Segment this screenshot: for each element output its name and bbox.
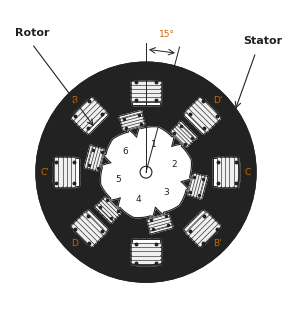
Polygon shape bbox=[54, 157, 75, 187]
Text: B: B bbox=[71, 96, 77, 105]
Polygon shape bbox=[71, 212, 106, 248]
Polygon shape bbox=[119, 110, 142, 119]
Polygon shape bbox=[131, 80, 161, 101]
Polygon shape bbox=[150, 214, 169, 231]
Polygon shape bbox=[150, 226, 173, 234]
Polygon shape bbox=[74, 215, 103, 244]
Polygon shape bbox=[213, 158, 217, 186]
Polygon shape bbox=[189, 215, 218, 244]
Text: 4: 4 bbox=[136, 196, 141, 204]
Circle shape bbox=[53, 79, 239, 265]
Polygon shape bbox=[95, 205, 113, 224]
Polygon shape bbox=[53, 162, 75, 182]
Polygon shape bbox=[184, 112, 206, 135]
Polygon shape bbox=[71, 97, 106, 132]
Text: C: C bbox=[244, 168, 251, 177]
Text: D: D bbox=[71, 239, 78, 249]
Polygon shape bbox=[132, 102, 160, 105]
Text: 5: 5 bbox=[115, 175, 121, 184]
Polygon shape bbox=[184, 210, 206, 232]
Text: Stator: Stator bbox=[244, 36, 283, 46]
Polygon shape bbox=[173, 125, 193, 145]
Text: C': C' bbox=[40, 168, 49, 177]
Polygon shape bbox=[84, 145, 93, 168]
Polygon shape bbox=[74, 100, 103, 129]
Text: D': D' bbox=[213, 96, 223, 105]
Polygon shape bbox=[188, 176, 204, 195]
Polygon shape bbox=[75, 158, 79, 186]
Polygon shape bbox=[88, 149, 104, 168]
Polygon shape bbox=[189, 100, 218, 129]
Polygon shape bbox=[147, 214, 172, 231]
Polygon shape bbox=[217, 157, 238, 187]
Polygon shape bbox=[188, 173, 205, 198]
Polygon shape bbox=[87, 146, 104, 171]
Polygon shape bbox=[186, 97, 221, 132]
Circle shape bbox=[36, 62, 256, 282]
Text: 3: 3 bbox=[164, 188, 169, 197]
Polygon shape bbox=[132, 239, 160, 243]
Polygon shape bbox=[99, 199, 119, 219]
Text: 2: 2 bbox=[171, 160, 177, 169]
Polygon shape bbox=[171, 123, 195, 147]
Polygon shape bbox=[179, 121, 197, 139]
Polygon shape bbox=[136, 80, 156, 102]
Polygon shape bbox=[123, 114, 142, 130]
Text: 6: 6 bbox=[123, 147, 128, 156]
Text: Rotor: Rotor bbox=[15, 28, 50, 38]
Text: A: A bbox=[143, 269, 149, 278]
Polygon shape bbox=[136, 243, 156, 265]
Polygon shape bbox=[186, 212, 221, 248]
Text: 1: 1 bbox=[151, 140, 156, 149]
Text: B': B' bbox=[213, 239, 222, 249]
Polygon shape bbox=[97, 197, 121, 221]
Polygon shape bbox=[199, 176, 208, 199]
Text: 15°: 15° bbox=[159, 30, 175, 39]
Polygon shape bbox=[100, 126, 192, 219]
Polygon shape bbox=[217, 162, 239, 182]
Polygon shape bbox=[120, 113, 145, 130]
Text: A: A bbox=[143, 66, 149, 75]
Polygon shape bbox=[131, 243, 161, 264]
Polygon shape bbox=[86, 210, 108, 232]
Polygon shape bbox=[86, 112, 108, 135]
